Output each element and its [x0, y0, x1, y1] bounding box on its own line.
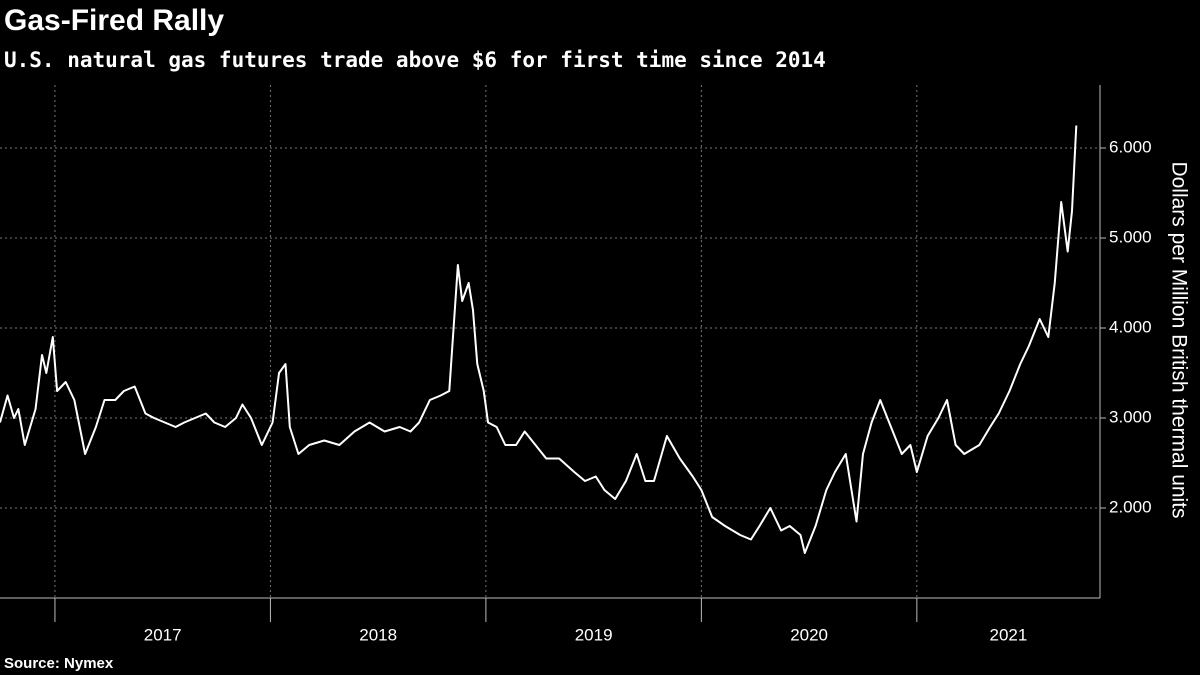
- x-tick-label: 2019: [575, 625, 613, 644]
- chart-title: Gas-Fired Rally: [4, 4, 224, 37]
- x-tick-label: 2018: [359, 625, 397, 644]
- y-tick-label: 2.000: [1109, 497, 1152, 516]
- y-tick-label: 3.000: [1109, 407, 1152, 426]
- x-tick-label: 2021: [990, 625, 1028, 644]
- y-tick-label: 6.000: [1109, 137, 1152, 156]
- x-tick-label: 2020: [790, 625, 828, 644]
- y-axis-label: Dollars per Million British thermal unit…: [1167, 161, 1190, 518]
- y-tick-label: 5.000: [1109, 227, 1152, 246]
- chart-subtitle: U.S. natural gas futures trade above $6 …: [4, 48, 826, 72]
- y-tick-label: 4.000: [1109, 317, 1152, 336]
- source: Source: Nymex: [4, 655, 114, 672]
- price-line: [0, 125, 1078, 554]
- x-tick-label: 2017: [144, 625, 182, 644]
